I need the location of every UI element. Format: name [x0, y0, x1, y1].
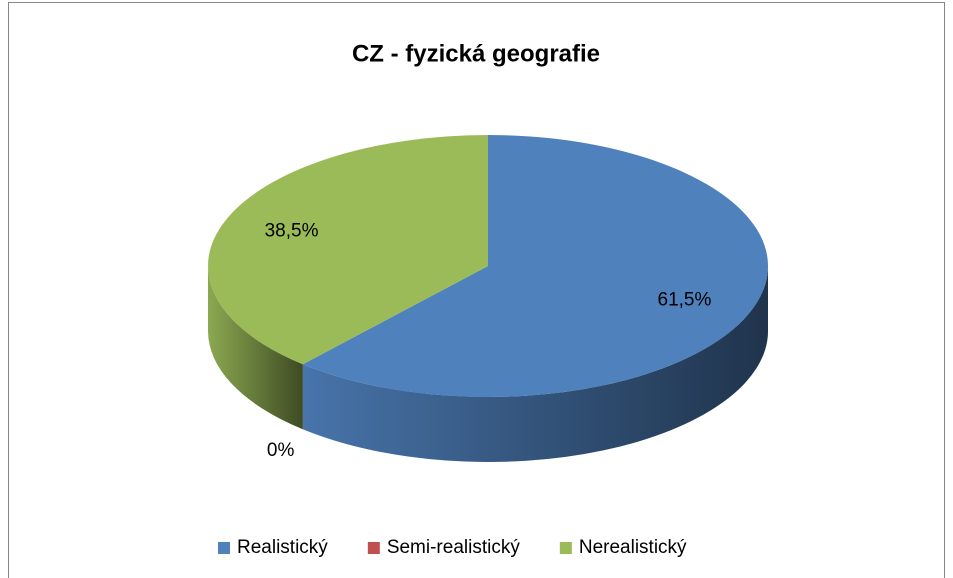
- legend-label: Realistický: [237, 537, 328, 558]
- data-label: 61,5%: [658, 290, 712, 311]
- data-label: 38,5%: [265, 220, 319, 241]
- legend-label: Semi-realistický: [387, 537, 521, 558]
- chart-frame: [8, 2, 945, 578]
- slice: [208, 135, 489, 365]
- legend-swatch: [367, 542, 380, 554]
- legend-label: Nerealistický: [579, 537, 687, 558]
- chart-title: CZ - fyzická geografie: [352, 40, 600, 67]
- slice-side-shade: [302, 266, 769, 463]
- slice-side-shade: [208, 266, 303, 430]
- legend-swatch: [559, 542, 572, 554]
- legend-swatch: [218, 542, 230, 554]
- slice: [302, 135, 768, 398]
- data-label: 0%: [267, 440, 295, 461]
